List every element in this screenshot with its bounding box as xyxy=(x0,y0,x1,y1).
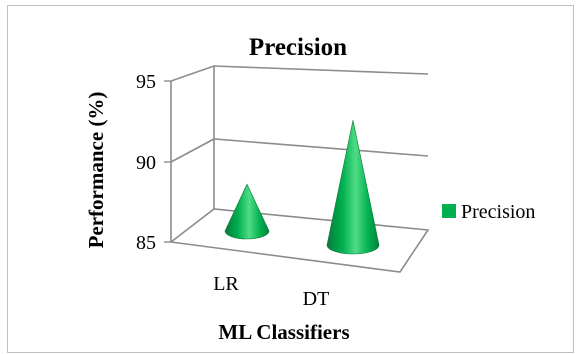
y-tick-label-90: 90 xyxy=(136,152,156,174)
y-tick-label-85: 85 xyxy=(136,232,156,254)
gridline-95 xyxy=(170,65,429,82)
legend[interactable]: Precision xyxy=(442,201,535,223)
chart-walls xyxy=(168,66,430,273)
x-axis-title: ML Classifiers xyxy=(218,320,349,344)
chart-title: Precision xyxy=(249,34,347,61)
category-labels: LR DT xyxy=(213,273,329,310)
y-axis-title: Performance (%) xyxy=(84,92,108,249)
x-tick-label-lr: LR xyxy=(213,273,239,295)
chart-frame xyxy=(7,5,574,353)
legend-label-precision: Precision xyxy=(461,201,535,223)
y-tick-label-95: 95 xyxy=(136,71,156,93)
x-tick-label-dt: DT xyxy=(303,288,330,310)
gridline-90 xyxy=(170,138,429,163)
value-axis-ticks: 95 90 85 xyxy=(136,71,171,254)
cone-series xyxy=(224,120,380,255)
cone-lr xyxy=(224,183,270,240)
gridlines xyxy=(170,65,429,163)
cone-dt xyxy=(326,120,380,255)
legend-swatch-precision xyxy=(442,204,456,218)
floor xyxy=(168,208,430,273)
